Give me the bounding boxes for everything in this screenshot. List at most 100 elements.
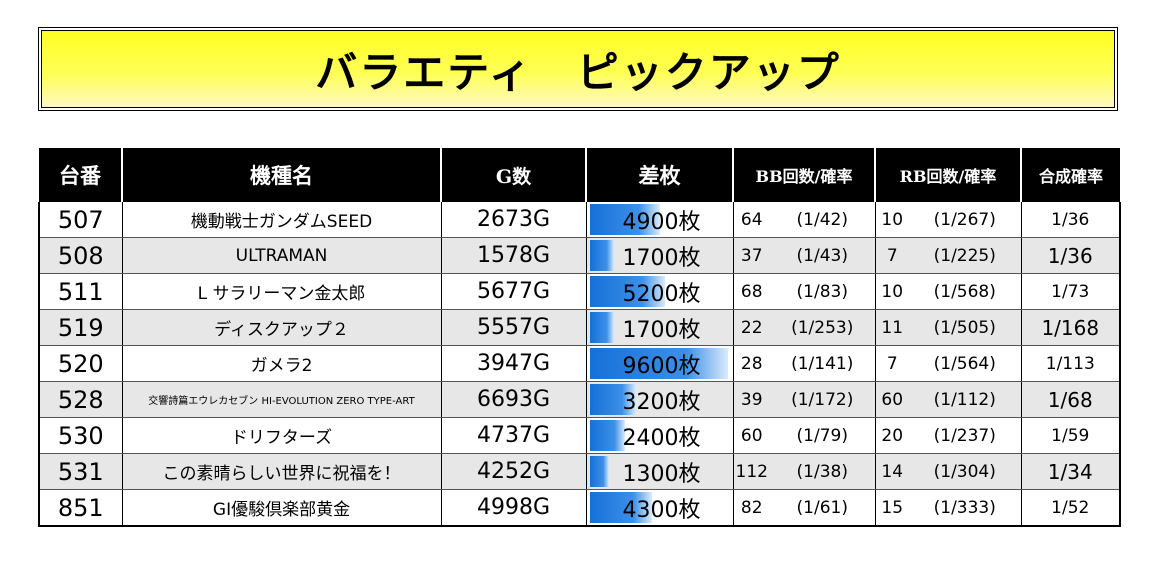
rb-count: 10 [874,273,909,310]
machine-name: 交響詩篇エウレカセブン HI-EVOLUTION ZERO TYPE-ART [121,381,441,418]
game-count: 3947G [440,345,586,382]
diff-cell: 1700枚 [585,309,733,346]
rb-count: 60 [874,381,909,418]
diff-value: 1300枚 [622,461,701,487]
title-banner: バラエティ ピックアップ [38,27,1118,111]
header-bb: BB回数/確率 [732,148,876,202]
table-number: 531 [38,453,122,490]
machine-name: ディスクアップ２ [121,309,441,346]
diff-cell: 4300枚 [585,489,733,527]
game-count: 4737G [440,417,586,454]
table-number: 511 [38,273,122,310]
diff-cell: 1700枚 [585,237,733,274]
header-table-number: 台番 [39,148,123,202]
rb-count: 20 [874,417,909,454]
combined-rate: 1/36 [1020,237,1122,274]
rb-rate: (1/267) [909,202,1022,238]
table-number: 520 [38,345,122,382]
rb-rate: (1/505) [909,309,1022,346]
table-number: 507 [38,202,122,238]
game-count: 5557G [440,309,586,346]
table-row: 528 交響詩篇エウレカセブン HI-EVOLUTION ZERO TYPE-AR… [38,381,1122,418]
game-count: 4998G [440,489,586,527]
diff-bar [589,384,636,415]
rb-count: 7 [874,345,909,382]
combined-rate: 1/68 [1020,381,1122,418]
table-row: 508 ULTRAMAN 1578G 1700枚 37 (1/43) 7 (1/225) 1/3… [38,237,1122,274]
diff-bar [589,240,614,271]
rb-count: 10 [874,202,909,238]
table-number: 530 [38,417,122,454]
header-diff: 差枚 [585,148,734,202]
diff-value: 4300枚 [622,497,701,523]
diff-cell: 5200枚 [585,273,733,310]
machine-name: GI優駿倶楽部黄金 [121,489,441,527]
diff-bar [589,348,728,379]
rb-count: 7 [874,237,909,274]
diff-value: 9600枚 [622,353,701,379]
diff-bar [589,492,652,523]
rb-rate: (1/304) [909,453,1022,490]
combined-rate: 1/113 [1020,345,1122,382]
bb-rate: (1/253) [770,309,875,346]
bb-count: 60 [732,417,770,454]
diff-value: 5200枚 [622,281,701,307]
bb-rate: (1/141) [770,345,875,382]
game-count: 1578G [440,237,586,274]
diff-bar [589,204,660,235]
diff-cell: 9600枚 [585,345,733,382]
machine-name: ULTRAMAN [121,237,441,274]
rb-rate: (1/237) [909,417,1022,454]
table-row: 519 ディスクアップ２ 5557G 1700枚 22 (1/253) 11 (1/505) 1… [38,309,1122,346]
diff-cell: 2400枚 [585,417,733,454]
table-number: 519 [38,309,122,346]
bb-rate: (1/42) [770,202,875,238]
bb-count: 28 [732,345,770,382]
rb-rate: (1/564) [909,345,1022,382]
game-count: 6693G [440,381,586,418]
table-number: 528 [38,381,122,418]
diff-value: 3200枚 [622,389,701,415]
rb-rate: (1/112) [909,381,1022,418]
game-count: 2673G [440,202,586,238]
rb-count: 14 [874,453,909,490]
diff-value: 1700枚 [622,245,701,271]
bb-rate: (1/43) [770,237,875,274]
diff-value: 1700枚 [622,317,701,343]
machine-name: この素晴らしい世界に祝福を！ [121,453,441,490]
table-row: 851 GI優駿倶楽部黄金 4998G 4300枚 82 (1/61) 15 (1/333) 1… [38,489,1122,527]
bb-rate: (1/38) [770,453,875,490]
diff-bar [589,420,625,451]
machine-table: 台番 機種名 G数 差枚 BB回数/確率 RB回数/確率 合成確率 507 機動戦… [38,148,1122,527]
header-machine-name: 機種名 [121,148,442,202]
combined-rate: 1/34 [1020,453,1122,490]
diff-bar [589,456,609,487]
rb-rate: (1/568) [909,273,1022,310]
bb-rate: (1/172) [770,381,875,418]
rb-rate: (1/333) [909,489,1022,527]
combined-rate: 1/59 [1020,417,1122,454]
table-number: 851 [38,489,122,527]
table-row: 530 ドリフターズ 4737G 2400枚 60 (1/79) 20 (1/237) 1/59 [38,417,1122,454]
bb-rate: (1/79) [770,417,875,454]
bb-count: 64 [732,202,770,238]
diff-value: 2400枚 [622,425,701,451]
bb-rate: (1/61) [770,489,875,527]
combined-rate: 1/168 [1020,309,1122,346]
table-number: 508 [38,237,122,274]
table-row: 531 この素晴らしい世界に祝福を！ 4252G 1300枚 112 (1/38) 14 (1… [38,453,1122,490]
diff-cell: 1300枚 [585,453,733,490]
header-rb: RB回数/確率 [873,148,1023,202]
diff-bar [589,312,614,343]
table-row: 520 ガメラ2 3947G 9600枚 28 (1/141) 7 (1/564) 1/113 [38,345,1122,382]
header-combined: 合成確率 [1020,148,1121,202]
bb-count: 37 [732,237,770,274]
bb-count: 39 [732,381,770,418]
rb-count: 15 [874,489,909,527]
game-count: 5677G [440,273,586,310]
page-title: バラエティ ピックアップ [315,47,841,97]
game-count: 4252G [440,453,586,490]
diff-cell: 4900枚 [585,202,733,238]
header-games: G数 [440,148,587,202]
machine-name: ドリフターズ [121,417,441,454]
